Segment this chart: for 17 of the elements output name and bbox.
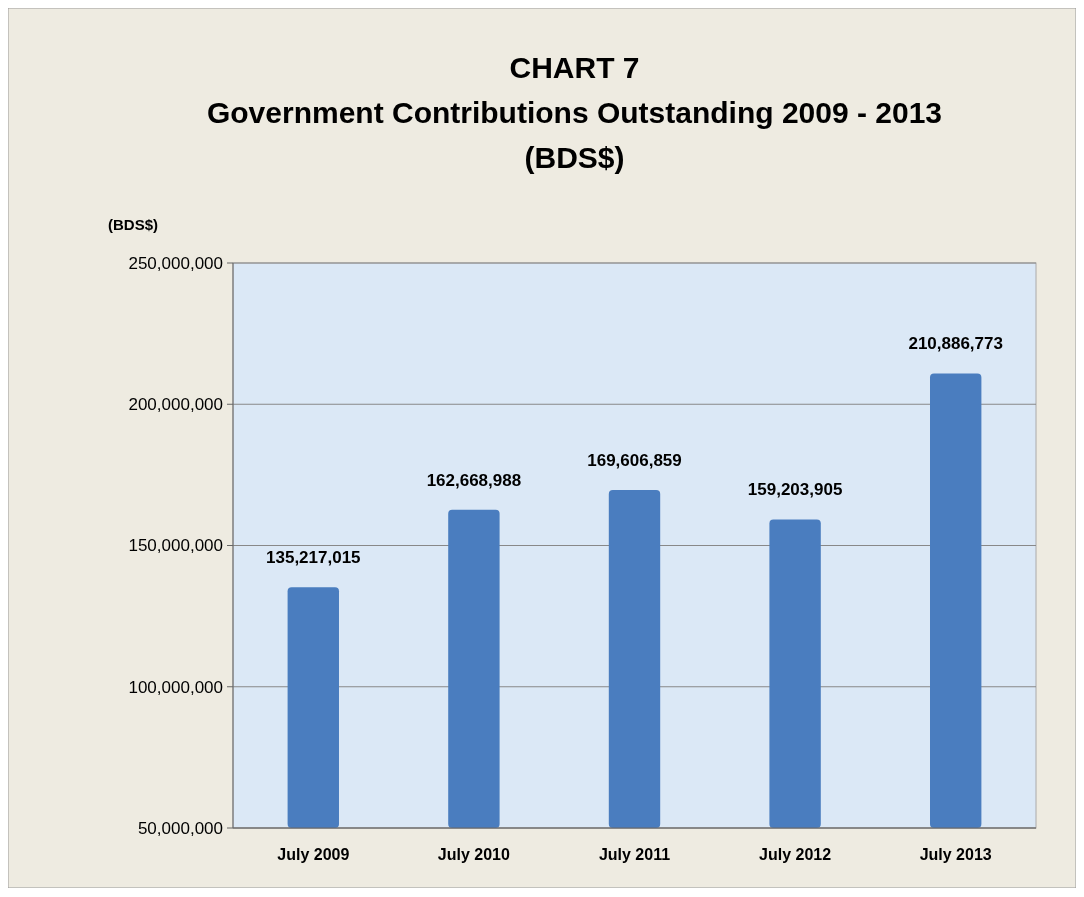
data-label: 210,886,773 [908,334,1003,354]
data-label: 135,217,015 [266,548,361,568]
y-tick-label: 250,000,000 [128,253,223,273]
y-tick-label: 100,000,000 [128,677,223,697]
x-tick-label: July 2013 [919,846,992,863]
y-tick-label: 50,000,000 [137,818,223,838]
y-axis-title: (BDS$) [108,216,159,233]
data-label: 159,203,905 [747,480,843,500]
y-tick-label: 150,000,000 [128,536,223,556]
data-label: 169,606,859 [587,451,682,471]
chart-title: CHART 7 Government Contributions Outstanding 2009 - 2013 (BDS$) [206,51,943,174]
x-tick-label: July 2011 [598,846,671,863]
data-label: 162,668,988 [426,470,522,490]
x-tick-label: July 2012 [759,846,832,863]
x-tick-label: July 2009 [277,846,350,863]
x-tick-label: July 2010 [437,846,511,863]
y-tick-label: 200,000,000 [128,395,223,415]
